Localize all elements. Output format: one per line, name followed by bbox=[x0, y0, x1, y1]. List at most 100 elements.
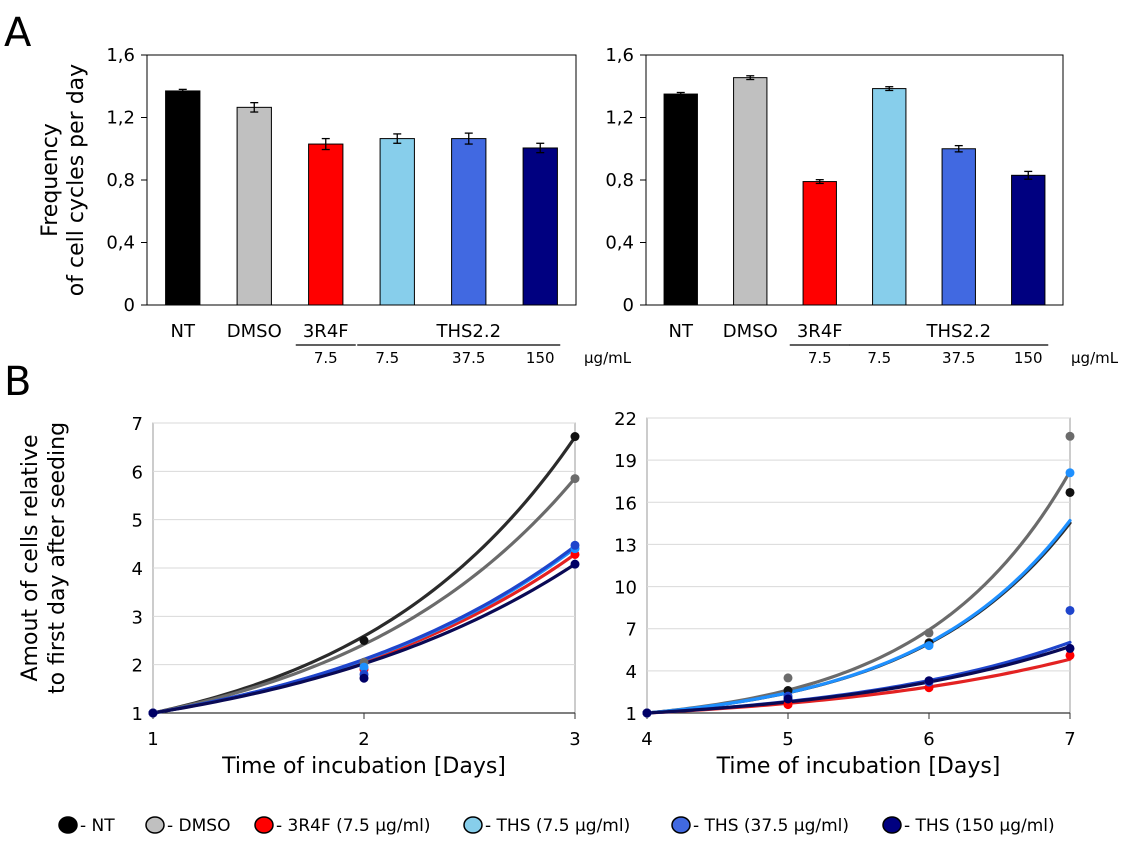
data-point-ths7-5 bbox=[924, 641, 934, 651]
data-point-nt bbox=[570, 432, 580, 442]
y-tick-label: 10 bbox=[614, 578, 637, 599]
data-point-ths150 bbox=[1065, 643, 1075, 653]
y-tick-label: 13 bbox=[614, 535, 637, 556]
data-point-dmso bbox=[570, 474, 580, 484]
x-tick-label: 7 bbox=[1064, 729, 1075, 750]
x-label-nt: NT bbox=[171, 321, 196, 342]
trend-line-ths37-5 bbox=[151, 544, 577, 715]
legend: - NT - DMSO - 3R4F (7.5 μg/ml) - THS (7.5 μ… bbox=[58, 816, 1055, 836]
legend-label: - 3R4F (7.5 μg/ml) bbox=[276, 816, 431, 836]
trend-line-nt bbox=[645, 521, 1072, 715]
bar bbox=[522, 147, 558, 306]
unit-label: μg/mL bbox=[584, 349, 632, 367]
y-tick-label: 1 bbox=[132, 704, 143, 725]
x-label-3r4f: 3R4F bbox=[797, 321, 843, 342]
dose-label: 7.5 bbox=[867, 349, 891, 367]
growth-chart-left: 1 2 3 4 5 6 7 1 2 3 Time of incubation [Days] Amout… bbox=[18, 414, 581, 779]
trend-line-ths7-5 bbox=[645, 518, 1072, 715]
data-point-nt bbox=[1065, 487, 1075, 497]
plot-frame bbox=[146, 54, 577, 306]
bar bbox=[663, 93, 698, 306]
dose-label: 7.5 bbox=[808, 349, 832, 367]
trend-line-3r4f bbox=[151, 552, 577, 715]
legend-label: - DMSO bbox=[167, 816, 230, 836]
y-tick-label: 4 bbox=[626, 662, 637, 683]
x-tick-label: 2 bbox=[358, 729, 369, 750]
legend-label: - NT bbox=[80, 816, 115, 836]
panel-label-b: B bbox=[4, 359, 31, 405]
trend-line-ths37-5 bbox=[645, 640, 1072, 715]
data-point-dmso bbox=[1065, 431, 1075, 441]
bar bbox=[379, 138, 415, 306]
x-axis-title: Time of incubation [Days] bbox=[221, 754, 506, 779]
bar bbox=[802, 181, 837, 306]
data-point-dmso bbox=[924, 628, 934, 638]
bar bbox=[1011, 174, 1046, 306]
panel-label-a: A bbox=[4, 10, 32, 56]
y-tick-label: 0,4 bbox=[106, 233, 135, 254]
x-label-3r4f: 3R4F bbox=[303, 321, 349, 342]
trend-line-ths150 bbox=[645, 644, 1072, 715]
legend-marker bbox=[463, 816, 483, 834]
data-point-ths150 bbox=[924, 676, 934, 686]
y-axis-title: of cell cycles per day bbox=[64, 64, 89, 296]
y-axis-title: to first day after seeding bbox=[45, 422, 70, 694]
y-tick-label: 16 bbox=[614, 493, 637, 514]
data-point-ths7-5 bbox=[1065, 468, 1075, 478]
y-tick-label: 7 bbox=[626, 620, 637, 641]
plot-frame bbox=[645, 54, 1064, 306]
x-tick-label: 1 bbox=[147, 729, 158, 750]
y-tick-label: 0,8 bbox=[605, 170, 634, 191]
bar bbox=[308, 143, 344, 306]
y-tick-label: 2 bbox=[132, 656, 143, 677]
dose-label: 150 bbox=[1014, 349, 1043, 367]
data-point-ths150 bbox=[642, 708, 652, 718]
y-tick-label: 19 bbox=[614, 451, 637, 472]
bar bbox=[733, 77, 768, 306]
data-point-ths150 bbox=[359, 673, 369, 683]
legend-marker bbox=[882, 816, 902, 834]
x-tick-label: 3 bbox=[569, 729, 580, 750]
y-tick-label: 6 bbox=[132, 462, 143, 483]
x-label-ths: THS2.2 bbox=[925, 321, 991, 342]
bar-chart-right: 0 0,4 0,8 1,2 1,6 NT DMSO 3R4F THS2.2 7.5 7.5 37.5 1… bbox=[605, 45, 1118, 367]
y-tick-label: 1,6 bbox=[605, 45, 634, 66]
bar bbox=[165, 90, 201, 306]
x-tick-label: 6 bbox=[923, 729, 934, 750]
unit-label: μg/mL bbox=[1071, 349, 1119, 367]
data-point-ths150 bbox=[148, 708, 158, 718]
legend-label: - THS (150 μg/ml) bbox=[904, 816, 1055, 836]
legend-label: - THS (37.5 μg/ml) bbox=[693, 816, 849, 836]
x-label-nt: NT bbox=[669, 321, 694, 342]
y-tick-label: 1,2 bbox=[106, 108, 135, 129]
dose-label: 37.5 bbox=[942, 349, 975, 367]
x-axis-title: Time of incubation [Days] bbox=[716, 754, 1001, 779]
x-label-ths: THS2.2 bbox=[435, 321, 501, 342]
y-tick-label: 3 bbox=[132, 607, 143, 628]
data-point-nt bbox=[359, 636, 369, 645]
y-tick-label: 7 bbox=[132, 414, 143, 435]
bar-chart-left: 0 0,4 0,8 1,2 1,6 NT DMSO 3R4F THS2.2 7.5 7.5 37.5 1… bbox=[38, 45, 632, 367]
data-point-ths150 bbox=[783, 694, 793, 704]
data-point-ths37-5 bbox=[1065, 605, 1075, 615]
bar bbox=[451, 138, 487, 306]
dose-label: 150 bbox=[526, 349, 555, 367]
data-point-ths37-5 bbox=[570, 540, 580, 550]
legend-marker bbox=[58, 816, 78, 834]
trend-line-ths7-5 bbox=[151, 546, 577, 715]
bar bbox=[236, 106, 272, 306]
data-point-3r4f bbox=[1065, 650, 1075, 660]
y-tick-label: 1,2 bbox=[605, 108, 634, 129]
legend-label: - THS (7.5 μg/ml) bbox=[485, 816, 630, 836]
y-tick-label: 1 bbox=[626, 704, 637, 725]
dose-label: 7.5 bbox=[375, 349, 399, 367]
legend-marker bbox=[145, 816, 165, 834]
y-tick-label: 5 bbox=[132, 511, 143, 532]
y-tick-label: 0,4 bbox=[605, 233, 634, 254]
x-label-dmso: DMSO bbox=[723, 321, 778, 342]
data-point-ths150 bbox=[570, 559, 580, 569]
y-tick-label: 0,8 bbox=[106, 170, 135, 191]
legend-marker bbox=[671, 816, 691, 834]
